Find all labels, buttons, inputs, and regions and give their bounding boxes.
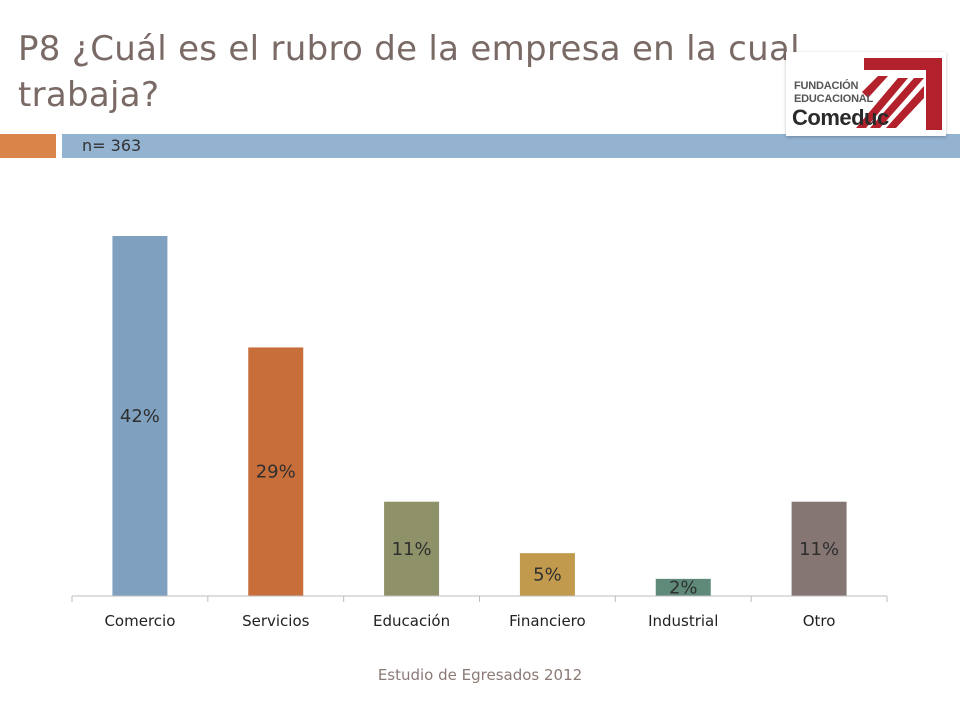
logo-mark-icon [856, 58, 942, 130]
data-label-2: 29% [256, 462, 296, 483]
logo-text-line2: EDUCACIONAL [794, 93, 874, 105]
slide-title: P8 ¿Cuál es el rubro de la empresa en la… [18, 29, 800, 115]
bar-4 [519, 553, 575, 596]
bar-5 [655, 578, 711, 596]
bar-1 [112, 236, 168, 596]
x-tick-label-6: Otro [803, 612, 836, 630]
data-label-3: 11% [392, 539, 432, 560]
accent-block [0, 134, 56, 158]
bar-2 [248, 347, 304, 596]
footer-text: Estudio de Egresados 2012 [377, 666, 583, 684]
bar-6 [791, 501, 847, 596]
sample-size-label: n= 363 [82, 136, 142, 155]
data-label-4: 5% [533, 565, 562, 586]
bar-3 [384, 501, 440, 596]
comeduc-logo: FUNDACIÓN EDUCACIONAL Comeduc [786, 52, 946, 136]
x-tick-label-4: Financiero [509, 612, 586, 630]
x-tick-label-5: Industrial [648, 612, 718, 630]
x-tick-label-1: Comercio [104, 612, 175, 630]
data-label-6: 11% [799, 539, 839, 560]
header-band [62, 134, 960, 158]
x-tick-label-2: Servicios [242, 612, 310, 630]
x-tick-label-3: Educación [373, 612, 450, 630]
data-label-1: 42% [120, 406, 160, 427]
data-label-5: 2% [669, 577, 698, 598]
logo-text-line3: Comeduc [792, 105, 889, 130]
logo-text-line1: FUNDACIÓN [794, 80, 859, 92]
